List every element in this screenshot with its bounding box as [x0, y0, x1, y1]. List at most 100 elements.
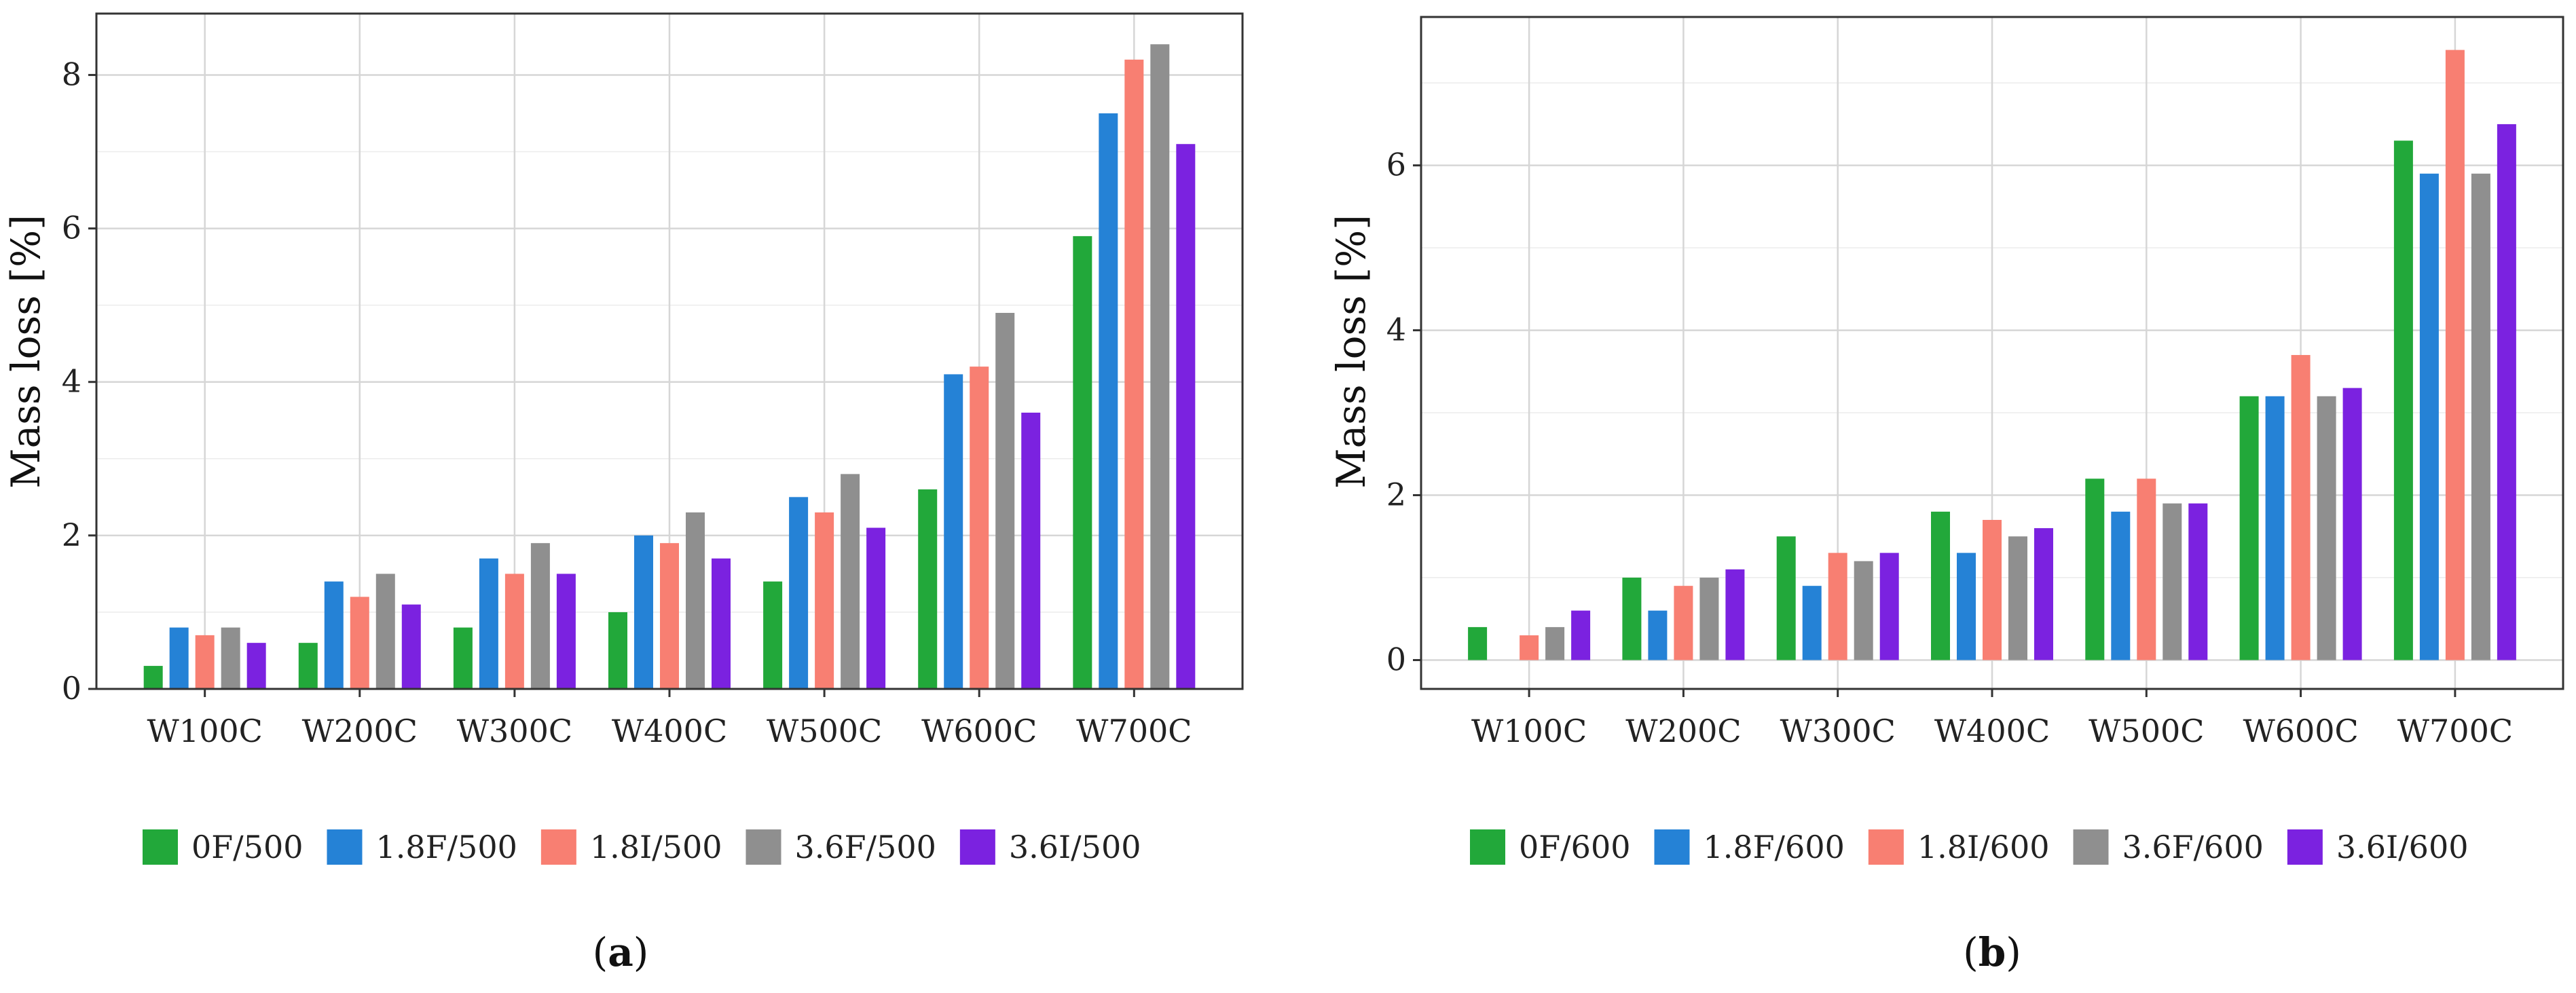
- bar-0f-500-w700c: [1073, 236, 1092, 690]
- y-tick-label: 8: [62, 56, 81, 92]
- legend-label: 3.6F/500: [794, 829, 936, 865]
- bar-1-8i-500-w300c: [504, 574, 524, 689]
- x-tick-label: W200C: [302, 713, 418, 749]
- legend-label: 3.6I/600: [2336, 829, 2469, 865]
- bar-1-8i-500-w500c: [815, 512, 834, 689]
- legend-swatch: [2073, 829, 2109, 865]
- y-axis-title: Mass loss [%]: [1328, 214, 1374, 489]
- bar-3-6i-500-w400c: [712, 558, 731, 689]
- bar-0f-600-w500c: [2085, 479, 2105, 660]
- bar-3-6f-600-w600c: [2317, 396, 2336, 660]
- x-tick-label: W500C: [2089, 713, 2204, 749]
- bar-1-8i-500-w200c: [350, 597, 369, 689]
- bar-3-6f-600-w300c: [1854, 561, 1873, 660]
- bar-1-8f-500-w600c: [944, 374, 963, 689]
- legend-label: 1.8I/500: [590, 829, 722, 865]
- legend-swatch: [1868, 829, 1904, 865]
- y-axis-title: Mass loss [%]: [3, 214, 49, 489]
- chart-panel-b: 0 2 4 6 W100C W200C W300C W400C W500C W600C W700C M…: [1328, 16, 2564, 975]
- x-tick-label: W600C: [921, 713, 1037, 749]
- y-tick-label: 4: [62, 363, 81, 400]
- bar-1-8f-500-w100c: [169, 627, 189, 689]
- y-tick-label: 2: [62, 517, 81, 553]
- legend-swatch: [540, 829, 576, 865]
- bar-0f-500-w300c: [453, 627, 473, 689]
- legend-label: 3.6F/600: [2122, 829, 2263, 865]
- bar-1-8f-500-w300c: [479, 558, 498, 689]
- bar-1-8f-600-w700c: [2419, 173, 2439, 660]
- bar-3-6f-600-w700c: [2471, 173, 2490, 660]
- bar-3-6i-600-w300c: [1879, 552, 1899, 660]
- bar-3-6i-600-w700c: [2497, 124, 2516, 660]
- bar-3-6i-500-w700c: [1176, 144, 1196, 689]
- bar-1-8i-600-w500c: [2137, 479, 2156, 660]
- bar-1-8f-600-w400c: [1957, 552, 1976, 660]
- x-tick-label: W400C: [612, 713, 727, 749]
- bar-1-8i-600-w200c: [1674, 586, 1693, 660]
- x-tick-label: W300C: [1780, 713, 1896, 749]
- bar-3-6f-600-w100c: [1545, 626, 1565, 660]
- bar-1-8i-500-w600c: [970, 367, 989, 689]
- legend-label: 0F/600: [1519, 829, 1630, 865]
- bar-0f-500-w500c: [763, 581, 783, 689]
- bar-1-8i-500-w700c: [1124, 59, 1144, 689]
- bar-3-6i-600-w200c: [1725, 569, 1745, 660]
- bar-0f-600-w600c: [2239, 396, 2259, 660]
- y-tick-label: 2: [1386, 476, 1406, 513]
- legend-label: 1.8F/600: [1703, 829, 1844, 865]
- bar-3-6f-600-w400c: [2008, 536, 2027, 660]
- x-tick-label: W300C: [457, 713, 572, 749]
- bar-0f-600-w200c: [1622, 578, 1642, 660]
- bar-0f-500-w100c: [143, 666, 163, 689]
- y-tick-label: 0: [1386, 641, 1406, 677]
- bar-3-6f-500-w200c: [375, 574, 395, 689]
- bar-3-6i-600-w500c: [2188, 503, 2208, 660]
- x-tick-label: W600C: [2243, 713, 2358, 749]
- bar-1-8i-500-w100c: [195, 635, 215, 689]
- x-tick-label: W100C: [1471, 713, 1587, 749]
- bar-0f-500-w400c: [608, 612, 627, 689]
- bar-3-6f-500-w400c: [686, 512, 705, 689]
- x-tick-label: W700C: [1076, 713, 1192, 749]
- bar-1-8f-500-w200c: [324, 581, 344, 689]
- bar-3-6f-600-w500c: [2163, 503, 2182, 660]
- bar-3-6f-500-w700c: [1150, 44, 1170, 689]
- x-tick-label: W700C: [2397, 713, 2513, 749]
- bar-3-6f-500-w600c: [995, 312, 1015, 689]
- bar-1-8f-600-w500c: [2111, 511, 2131, 660]
- bar-1-8f-500-w700c: [1099, 113, 1118, 689]
- legend-label: 3.6I/500: [1009, 829, 1141, 865]
- bar-0f-600-w300c: [1776, 536, 1796, 660]
- y-tick-label: 6: [1386, 147, 1406, 183]
- legend-label: 0F/500: [191, 829, 303, 865]
- bar-1-8f-600-w300c: [1802, 586, 1822, 660]
- bar-0f-500-w200c: [298, 643, 318, 689]
- x-tick-label: W200C: [1625, 713, 1741, 749]
- bar-1-8i-600-w100c: [1520, 635, 1539, 660]
- legend-swatch: [327, 829, 363, 865]
- bar-0f-600-w100c: [1468, 626, 1488, 660]
- y-tick-label: 6: [62, 210, 81, 246]
- bar-1-8i-600-w700c: [2445, 50, 2465, 660]
- bar-3-6i-500-w300c: [556, 574, 576, 689]
- bar-1-8f-600-w200c: [1648, 610, 1668, 660]
- legend-swatch: [1654, 829, 1690, 865]
- bar-0f-600-w700c: [2393, 140, 2413, 660]
- legend-label: 1.8F/500: [375, 829, 517, 865]
- legend-label: 1.8I/600: [1917, 829, 2050, 865]
- bar-3-6i-600-w400c: [2034, 528, 2053, 660]
- bar-1-8f-500-w500c: [789, 497, 809, 689]
- bar-1-8f-600-w600c: [2265, 396, 2285, 660]
- y-tick-label: 0: [62, 670, 81, 707]
- plot-border: [95, 12, 1244, 690]
- bar-0f-500-w600c: [918, 489, 938, 689]
- legend-swatch: [959, 829, 995, 865]
- bar-0f-600-w400c: [1931, 511, 1950, 660]
- legend-swatch: [1470, 829, 1505, 865]
- bar-3-6i-600-w100c: [1571, 610, 1591, 660]
- bar-3-6f-500-w500c: [841, 474, 860, 689]
- bar-3-6f-500-w100c: [221, 627, 240, 689]
- panel-caption: (b): [1963, 929, 2021, 975]
- bar-3-6f-500-w300c: [530, 543, 550, 689]
